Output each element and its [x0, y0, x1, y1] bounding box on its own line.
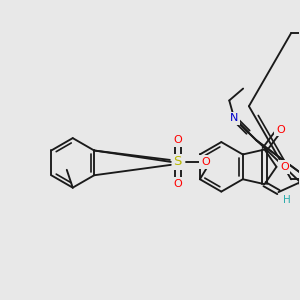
Text: N: N — [230, 113, 238, 123]
Text: O: O — [173, 179, 182, 189]
Text: S: S — [174, 155, 182, 168]
Text: O: O — [173, 135, 182, 145]
Text: O: O — [280, 162, 289, 172]
Text: O: O — [201, 157, 210, 167]
Text: O: O — [276, 125, 285, 135]
Text: H: H — [283, 195, 290, 205]
